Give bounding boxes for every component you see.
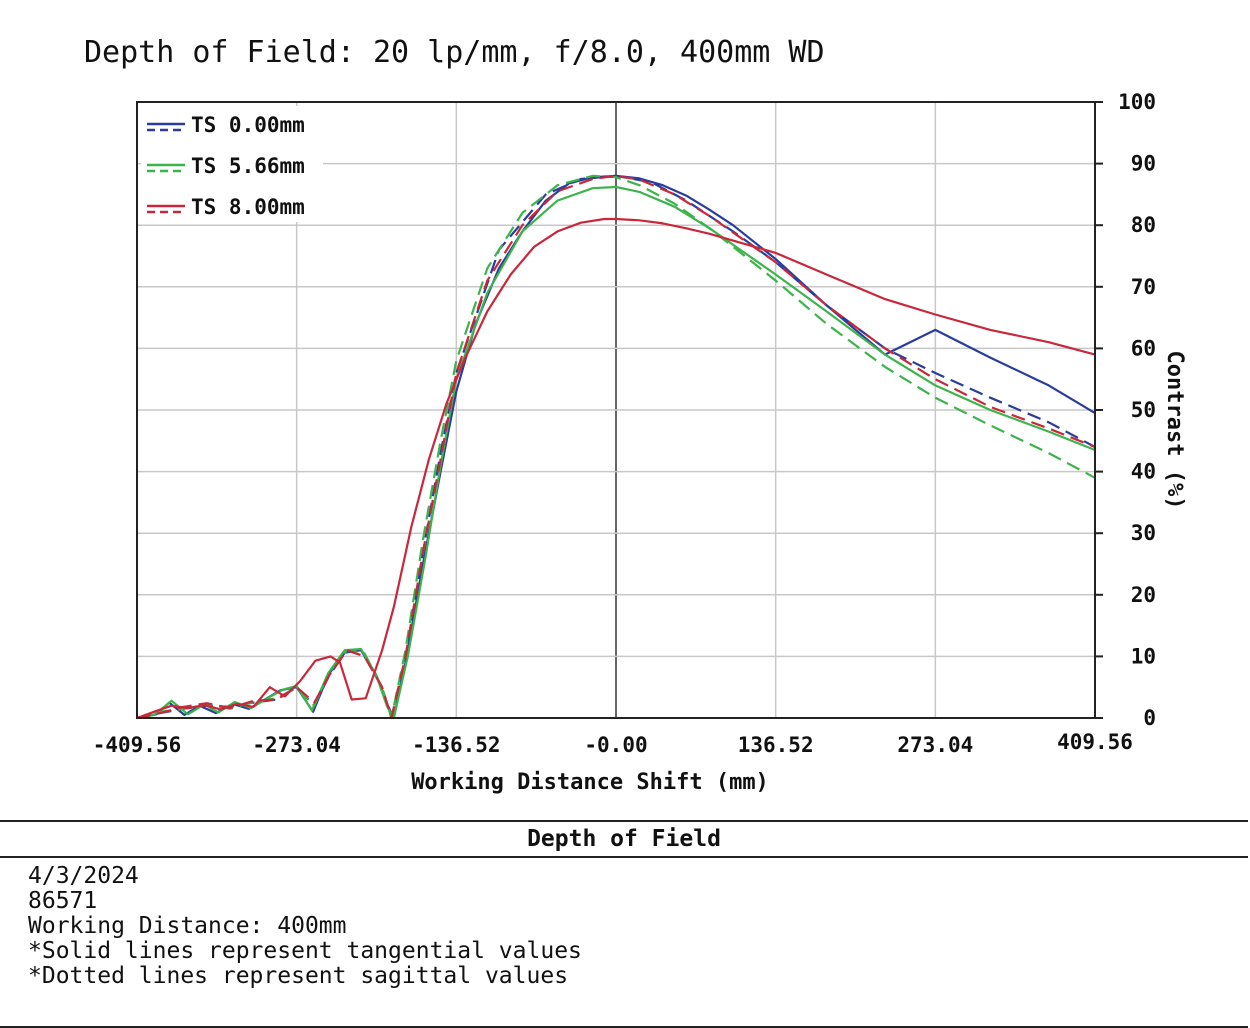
x-tick-label: -273.04: [252, 733, 341, 757]
info-panel-title: Depth of Field: [0, 822, 1248, 858]
y-tick-label: 30: [1131, 521, 1156, 545]
info-date: 4/3/2024: [28, 863, 139, 889]
x-tick-label: 273.04: [897, 733, 973, 757]
info-lines: 4/3/2024 86571 Working Distance: 400mm *…: [0, 858, 1248, 989]
y-tick-label: 0: [1143, 706, 1156, 730]
info-panel: Depth of Field 4/3/2024 86571 Working Di…: [0, 820, 1248, 1028]
y-tick-label: 100: [1118, 90, 1156, 114]
legend-label: TS 0.00mm: [191, 113, 305, 137]
x-tick-label: -409.56: [93, 733, 182, 757]
y-axis-label: Contrast (%): [1162, 351, 1187, 510]
series-line-dashed: [136, 174, 1096, 720]
legend-label: TS 5.66mm: [191, 154, 305, 178]
y-tick-label: 70: [1131, 275, 1156, 299]
series-line-solid: [136, 217, 1096, 720]
series-layer: [136, 174, 1096, 720]
y-tick-labels: 0 10 20 30 40 50 60 70 80 90 100: [1118, 90, 1156, 730]
x-tick-label: -136.52: [412, 733, 501, 757]
info-working-distance: Working Distance: 400mm: [28, 913, 347, 939]
legend: TS 0.00mm TS 5.66mm TS 8.00mm: [147, 113, 305, 219]
y-tick-label: 50: [1131, 398, 1156, 422]
x-tick-label: -0.00: [584, 733, 647, 757]
y-tick-label: 20: [1131, 583, 1156, 607]
chart-title: Depth of Field: 20 lp/mm, f/8.0, 400mm W…: [84, 35, 825, 70]
info-note-solid: *Solid lines represent tangential values: [28, 938, 582, 964]
y-tick-label: 10: [1131, 644, 1156, 668]
y-tick-label: 90: [1131, 152, 1156, 176]
x-tick-label: 409.56: [1057, 730, 1133, 754]
plot-frame: [136, 101, 1096, 719]
grid: [137, 101, 1103, 719]
y-tick-label: 40: [1131, 460, 1156, 484]
info-part-number: 86571: [28, 888, 98, 914]
y-tick-label: 80: [1131, 213, 1156, 237]
depth-of-field-chart: Depth of Field: 20 lp/mm, f/8.0, 400mm W…: [84, 35, 1187, 795]
y-tick-label: 60: [1131, 336, 1156, 360]
x-tick-label: 136.52: [738, 733, 814, 757]
x-axis-label: Working Distance Shift (mm): [411, 770, 769, 795]
legend-label: TS 8.00mm: [191, 195, 305, 219]
x-tick-labels: -409.56 -273.04 -136.52 -0.00 136.52 273.04 40…: [93, 730, 1133, 757]
info-note-dotted: *Dotted lines represent sagittal values: [28, 963, 569, 989]
